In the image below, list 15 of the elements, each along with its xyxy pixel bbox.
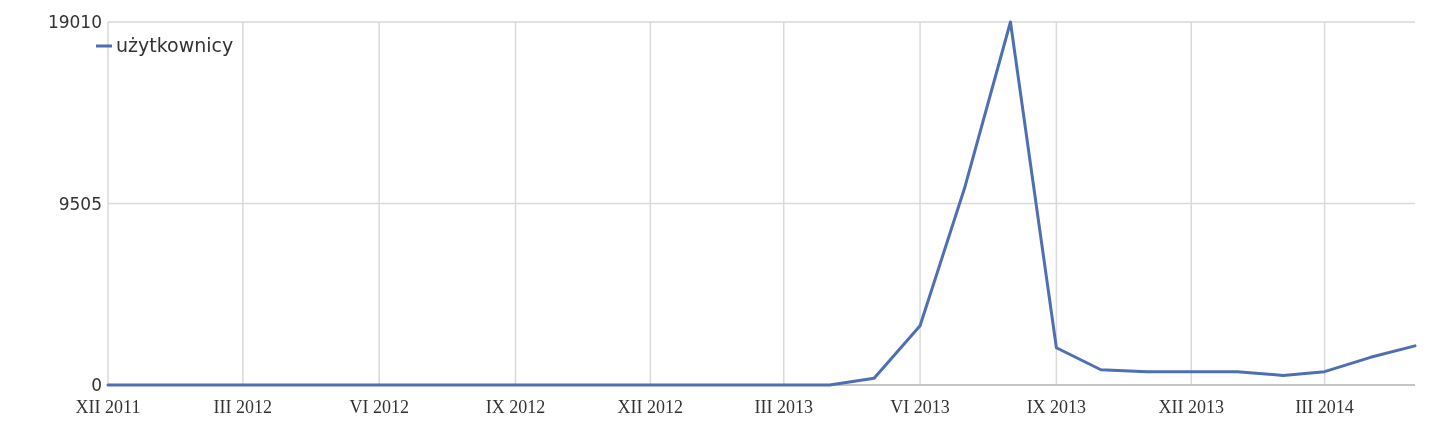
y-tick-label: 0 bbox=[91, 375, 102, 395]
legend-label: użytkownicy bbox=[116, 34, 234, 56]
x-tick-label: III 2012 bbox=[213, 397, 273, 417]
x-tick-label: IX 2013 bbox=[1026, 397, 1087, 417]
line-series bbox=[106, 20, 1417, 387]
x-tick-label: XII 2012 bbox=[617, 397, 684, 417]
y-tick-label: 9505 bbox=[58, 193, 102, 214]
x-tick-label: VI 2013 bbox=[890, 397, 950, 417]
x-tick-label: III 2013 bbox=[754, 397, 813, 417]
y-tick-label: 19010 bbox=[47, 12, 102, 32]
x-tick-label: III 2014 bbox=[1295, 397, 1354, 417]
x-tick-label: IX 2012 bbox=[485, 397, 546, 417]
x-tick-label: XII 2011 bbox=[75, 397, 141, 417]
x-tick-label: XII 2013 bbox=[1158, 397, 1224, 417]
x-tick-label: VI 2012 bbox=[349, 397, 409, 417]
